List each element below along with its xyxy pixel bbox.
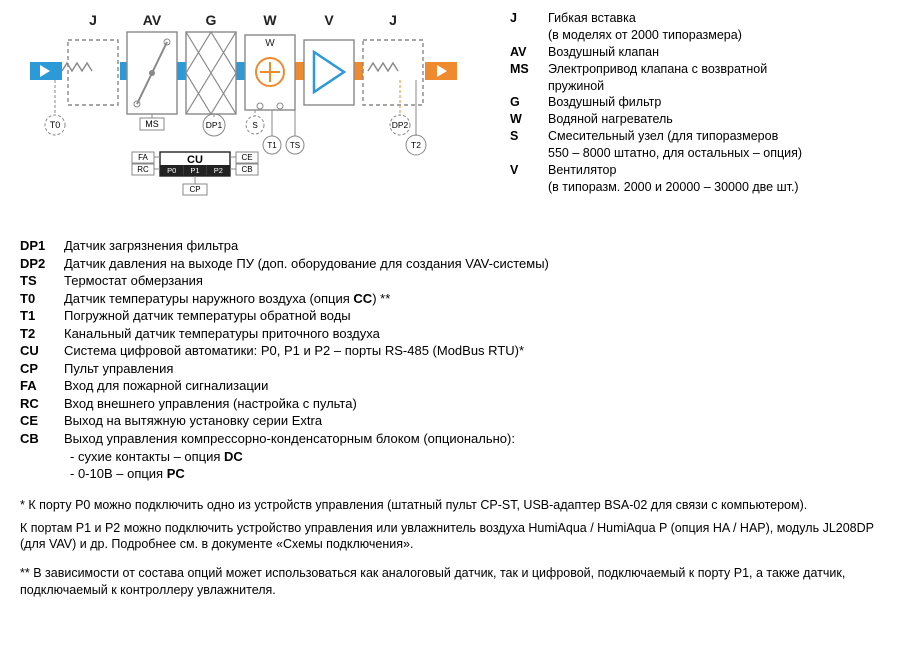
svg-text:S: S xyxy=(252,121,257,130)
svg-text:W: W xyxy=(265,38,275,49)
legend-code: CE xyxy=(20,412,64,430)
legend-text: Электропривод клапана с возвратнойпружин… xyxy=(548,61,806,95)
footnote-line: К портам P1 и P2 можно подключить устрой… xyxy=(20,520,880,554)
legend-right: JГибкая вставка(в моделях от 2000 типора… xyxy=(510,10,806,223)
svg-text:RC: RC xyxy=(137,165,149,174)
svg-text:T0: T0 xyxy=(50,120,61,130)
legend-text: Погружной датчик температуры обратной во… xyxy=(64,307,553,325)
legend-text: Гибкая вставка(в моделях от 2000 типораз… xyxy=(548,10,806,44)
svg-text:V: V xyxy=(324,12,334,28)
legend-text: Датчик давления на выходе ПУ (доп. обору… xyxy=(64,255,553,273)
legend-text: Воздушный фильтр xyxy=(548,94,806,111)
hvac-diagram: J AV G W V J W T0 DP1 S T1 TS DP2T2 MS CU P0 P1 P2 FA RC CE C… xyxy=(20,10,480,223)
legend-code: CB xyxy=(20,430,64,448)
legend-text: Выход на вытяжную установку серии Extra xyxy=(64,412,553,430)
legend-code: T2 xyxy=(20,325,64,343)
legend-bottom: DP1Датчик загрязнения фильтраDP2Датчик д… xyxy=(20,237,880,483)
svg-text:TS: TS xyxy=(290,141,300,150)
legend-code: S xyxy=(510,128,548,162)
legend-text: Вход внешнего управления (настройка с пу… xyxy=(64,395,553,413)
legend-text: Воздушный клапан xyxy=(548,44,806,61)
svg-text:DP1: DP1 xyxy=(206,120,223,130)
legend-text: Выход управления компрессорно-конденсато… xyxy=(64,430,553,448)
legend-code: G xyxy=(510,94,548,111)
svg-text:MS: MS xyxy=(145,119,159,129)
legend-code: CU xyxy=(20,342,64,360)
svg-text:G: G xyxy=(206,12,217,28)
svg-text:CB: CB xyxy=(241,165,252,174)
svg-text:CU: CU xyxy=(187,154,203,166)
legend-code: DP1 xyxy=(20,237,64,255)
legend-code: RC xyxy=(20,395,64,413)
legend-text: Вход для пожарной сигнализации xyxy=(64,377,553,395)
svg-text:CE: CE xyxy=(241,153,252,162)
legend-code: FA xyxy=(20,377,64,395)
legend-text: Смесительный узел (для типоразмеров550 –… xyxy=(548,128,806,162)
legend-code: DP2 xyxy=(20,255,64,273)
legend-text: Канальный датчик температуры приточного … xyxy=(64,325,553,343)
footnote-line: * К порту P0 можно подключить одно из ус… xyxy=(20,497,880,514)
sublist-item: - сухие контакты – опция DC xyxy=(70,448,880,466)
svg-text:AV: AV xyxy=(143,12,162,28)
svg-text:CP: CP xyxy=(189,185,200,194)
svg-text:P2: P2 xyxy=(214,166,223,175)
legend-text: Пульт управления xyxy=(64,360,553,378)
footnote-line: ** В зависимости от состава опций может … xyxy=(20,565,880,599)
legend-code: T1 xyxy=(20,307,64,325)
legend-text: Термостат обмерзания xyxy=(64,272,553,290)
svg-text:P1: P1 xyxy=(190,166,199,175)
legend-code: TS xyxy=(20,272,64,290)
svg-text:P0: P0 xyxy=(167,166,176,175)
legend-code: J xyxy=(510,10,548,44)
svg-text:T2: T2 xyxy=(411,140,421,150)
legend-text: Датчик температуры наружного воздуха (оп… xyxy=(64,290,553,308)
legend-code: MS xyxy=(510,61,548,95)
sublist-item: - 0-10В – опция PC xyxy=(70,465,880,483)
footnotes: * К порту P0 можно подключить одно из ус… xyxy=(20,497,880,599)
svg-text:J: J xyxy=(89,12,97,28)
legend-code: T0 xyxy=(20,290,64,308)
legend-text: Водяной нагреватель xyxy=(548,111,806,128)
legend-text: Система цифровой автоматики: P0, P1 и P2… xyxy=(64,342,553,360)
legend-text: Вентилятор(в типоразм. 2000 и 20000 – 30… xyxy=(548,162,806,196)
legend-code: CP xyxy=(20,360,64,378)
svg-text:FA: FA xyxy=(138,153,148,162)
legend-code: AV xyxy=(510,44,548,61)
legend-code: V xyxy=(510,162,548,196)
svg-text:W: W xyxy=(263,12,277,28)
svg-text:DP2: DP2 xyxy=(392,120,409,130)
svg-text:J: J xyxy=(389,12,397,28)
legend-text: Датчик загрязнения фильтра xyxy=(64,237,553,255)
legend-code: W xyxy=(510,111,548,128)
svg-text:T1: T1 xyxy=(267,141,277,150)
